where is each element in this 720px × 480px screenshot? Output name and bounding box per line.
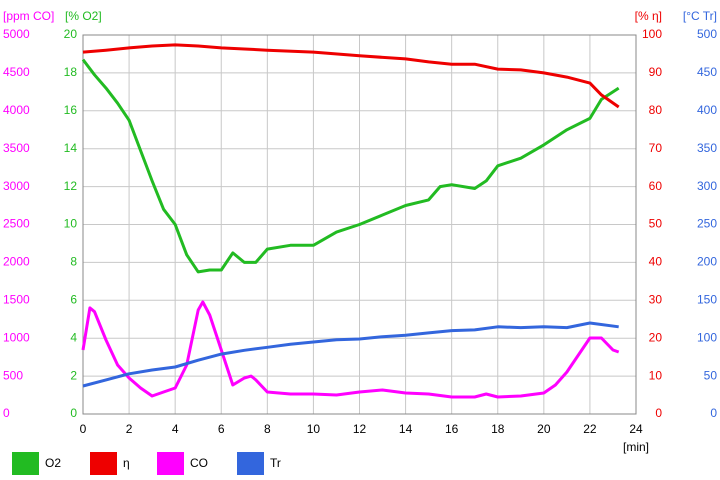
legend-swatch [12, 452, 39, 475]
y-tick-label: 200 [697, 255, 717, 269]
x-tick-label: 6 [218, 422, 225, 436]
y-tick-label: 0 [710, 406, 717, 420]
x-tick-label: 24 [629, 422, 643, 436]
y-tick-label: 14 [64, 141, 78, 155]
y-tick-label: 3000 [3, 179, 30, 193]
x-tick-label: 18 [491, 422, 505, 436]
legend-label: O2 [45, 456, 61, 470]
y-tick-label: 20 [649, 330, 663, 344]
axis-title: [ppm CO] [3, 9, 54, 23]
y-tick-label: 150 [697, 292, 717, 306]
x-tick-label: 0 [80, 422, 87, 436]
y-tick-label: 0 [3, 406, 10, 420]
y-tick-label: 4 [70, 330, 77, 344]
x-tick-label: 20 [537, 422, 551, 436]
legend-label: η [123, 456, 130, 470]
y-tick-label: 250 [697, 217, 717, 231]
y-tick-label: 50 [704, 368, 718, 382]
x-tick-label: 16 [445, 422, 459, 436]
y-tick-label: 30 [649, 292, 663, 306]
legend-label: Tr [270, 456, 281, 470]
x-axis-label: [min] [623, 440, 649, 454]
y-tick-label: 16 [64, 103, 78, 117]
y-tick-label: 40 [649, 255, 663, 269]
y-tick-label: 60 [649, 179, 663, 193]
y-tick-label: 70 [649, 141, 663, 155]
y-tick-label: 0 [70, 406, 77, 420]
y-tick-label: 100 [697, 330, 717, 344]
y-tick-label: 300 [697, 179, 717, 193]
y-tick-label: 20 [64, 27, 78, 41]
axis-title: [% η] [635, 9, 662, 23]
y-tick-label: 500 [697, 27, 717, 41]
y-tick-label: 10 [649, 368, 663, 382]
y-tick-label: 5000 [3, 27, 30, 41]
axis-title: [°C Tr] [683, 9, 717, 23]
y-tick-label: 18 [64, 65, 78, 79]
y-tick-label: 3500 [3, 141, 30, 155]
x-tick-label: 22 [583, 422, 597, 436]
series-line [81, 58, 620, 274]
y-tick-label: 4000 [3, 103, 30, 117]
legend-swatch [237, 452, 264, 475]
legend-swatch [157, 452, 184, 475]
x-tick-label: 14 [399, 422, 413, 436]
y-tick-label: 2500 [3, 217, 30, 231]
y-tick-label: 6 [70, 292, 77, 306]
series-line [82, 43, 620, 109]
plot-frame [82, 34, 637, 415]
x-tick-label: 4 [172, 422, 179, 436]
series-line [82, 321, 619, 388]
x-tick-label: 12 [353, 422, 367, 436]
series-line [81, 300, 620, 399]
y-tick-label: 12 [64, 179, 78, 193]
y-tick-label: 1000 [3, 330, 30, 344]
y-tick-label: 10 [64, 217, 78, 231]
y-tick-label: 80 [649, 103, 663, 117]
y-tick-label: 90 [649, 65, 663, 79]
y-tick-label: 350 [697, 141, 717, 155]
legend-label: CO [190, 456, 208, 470]
x-tick-label: 8 [264, 422, 271, 436]
y-tick-label: 100 [642, 27, 662, 41]
y-tick-label: 50 [649, 217, 663, 231]
y-tick-label: 0 [655, 406, 662, 420]
x-tick-label: 10 [307, 422, 321, 436]
y-tick-label: 500 [3, 368, 23, 382]
y-tick-label: 400 [697, 103, 717, 117]
y-tick-label: 1500 [3, 292, 30, 306]
x-tick-label: 2 [126, 422, 133, 436]
y-tick-label: 2000 [3, 255, 30, 269]
y-tick-label: 4500 [3, 65, 30, 79]
y-tick-label: 2 [70, 368, 77, 382]
legend-swatch [90, 452, 117, 475]
y-tick-label: 450 [697, 65, 717, 79]
axis-title: [% O2] [65, 9, 102, 23]
y-tick-label: 8 [70, 255, 77, 269]
